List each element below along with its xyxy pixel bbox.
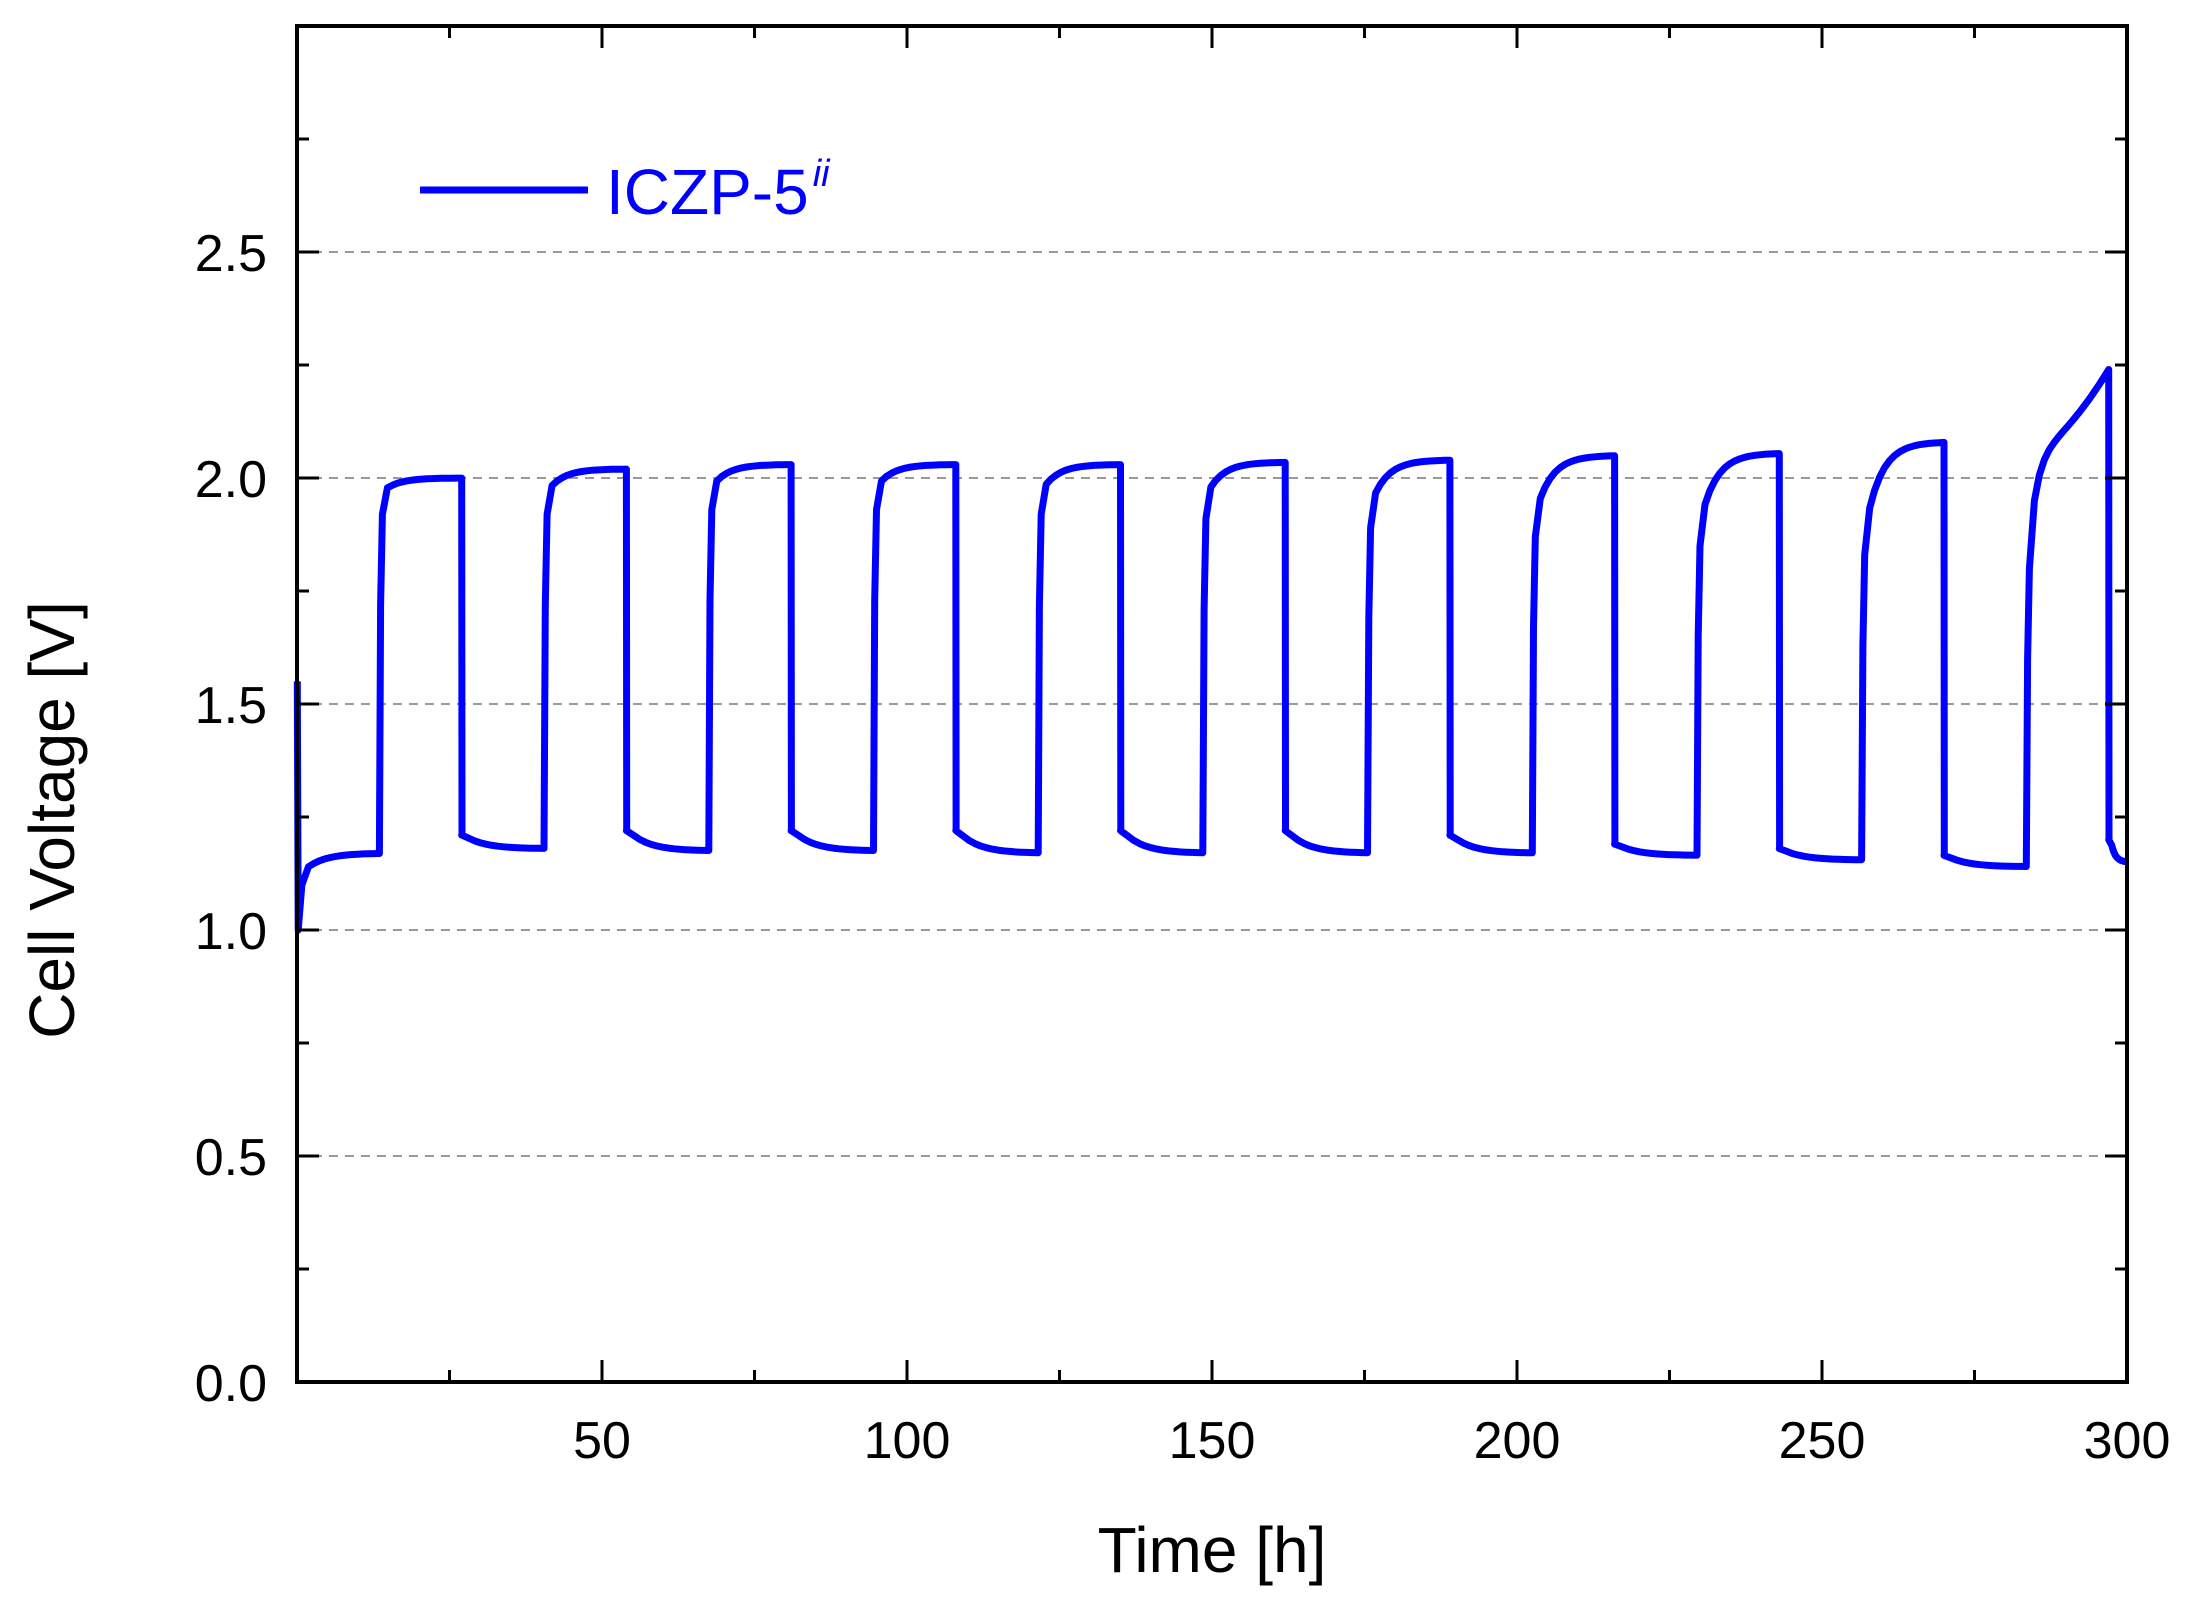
y-axis-title: Cell Voltage [V] bbox=[16, 601, 88, 1039]
x-tick-label: 300 bbox=[2084, 1412, 2171, 1470]
y-tick-label: 2.0 bbox=[195, 451, 267, 509]
legend-series-name: ICZP-5 bbox=[606, 156, 809, 228]
x-tick-label: 100 bbox=[864, 1412, 951, 1470]
x-tick-label: 50 bbox=[573, 1412, 631, 1470]
legend-series-superscript: ii bbox=[813, 153, 831, 195]
axis-ticks: 50 100 150 200 250 300 0.0 0.5 1.0 1.5 2.0 2.5 bbox=[195, 26, 2171, 1470]
y-tick-label: 0.0 bbox=[195, 1355, 267, 1413]
series-line-iczp-5 bbox=[293, 366, 2130, 934]
y-tick-label: 1.0 bbox=[195, 903, 267, 961]
y-tick-label: 2.5 bbox=[195, 225, 267, 283]
grid-layer bbox=[297, 251, 2127, 1157]
y-tick-label: 1.5 bbox=[195, 677, 267, 735]
y-tick-label: 0.5 bbox=[195, 1129, 267, 1187]
legend-label: ICZP-5 ii bbox=[606, 153, 831, 228]
x-tick-label: 250 bbox=[1779, 1412, 1866, 1470]
series-line-layer bbox=[293, 366, 2130, 934]
x-tick-label: 150 bbox=[1169, 1412, 1256, 1470]
x-tick-label: 200 bbox=[1474, 1412, 1561, 1470]
legend: ICZP-5 ii bbox=[420, 153, 831, 228]
x-axis-title: Time [h] bbox=[1098, 1514, 1327, 1586]
